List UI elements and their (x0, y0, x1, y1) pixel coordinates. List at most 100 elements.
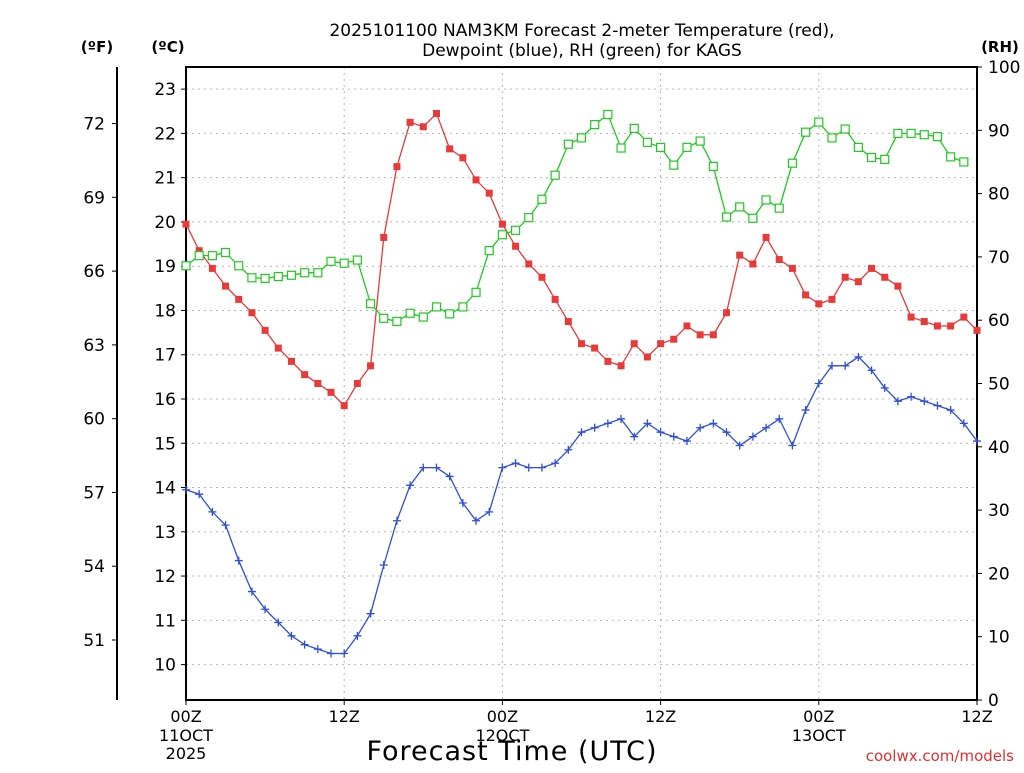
data-point (261, 326, 269, 334)
data-point (366, 609, 375, 618)
data-point (603, 419, 612, 428)
data-point (221, 521, 230, 530)
data-point (512, 242, 520, 250)
data-point (893, 128, 903, 139)
celsius-tick-label: 17 (154, 346, 176, 366)
data-point (220, 247, 231, 258)
data-point (419, 463, 428, 472)
data-point (578, 340, 585, 348)
data-point (392, 316, 402, 327)
data-point (287, 357, 295, 365)
data-point (801, 406, 810, 415)
data-point (340, 402, 348, 410)
celsius-tick-label: 15 (154, 434, 176, 454)
celsius-tick-label: 18 (154, 301, 176, 321)
data-point (960, 313, 968, 321)
rh-tick-label: 80 (988, 185, 1010, 205)
data-point (682, 142, 692, 152)
data-point (472, 516, 481, 525)
data-point (827, 361, 836, 370)
data-point (446, 145, 454, 153)
data-point (367, 362, 375, 370)
x-tick-label: 12Z (645, 707, 676, 726)
series-layer (181, 109, 981, 658)
data-point (537, 463, 546, 472)
celsius-tick-label: 12 (154, 567, 176, 587)
data-point (248, 309, 256, 317)
fahrenheit-tick-label: 66 (83, 262, 105, 282)
x-tick-label: 00Z (803, 707, 834, 726)
rh-tick-label: 10 (988, 628, 1010, 648)
data-point (300, 268, 310, 278)
celsius-tick-label: 16 (154, 390, 176, 410)
series-dewpoint (182, 352, 981, 658)
data-point (431, 302, 442, 312)
data-point (643, 419, 652, 428)
data-point (722, 428, 731, 437)
x-tick-date-label: 11OCT (159, 726, 213, 745)
data-point (787, 158, 798, 168)
celsius-tick-label: 21 (154, 169, 176, 189)
data-point (577, 428, 586, 437)
data-point (564, 445, 573, 454)
rh-tick-label: 0 (988, 691, 999, 711)
data-point (273, 271, 283, 282)
celsius-tick-label: 20 (154, 213, 176, 233)
data-point (748, 432, 757, 441)
data-point (458, 302, 468, 312)
data-point (286, 270, 297, 280)
data-point (182, 485, 190, 494)
data-point (194, 251, 204, 261)
fahrenheit-unit-label: (ºF) (81, 38, 113, 56)
fahrenheit-tick-label: 72 (83, 115, 105, 135)
data-point (827, 133, 837, 143)
data-point (973, 326, 981, 334)
celsius-tick-label: 10 (154, 656, 176, 676)
data-point (815, 300, 823, 308)
data-point (880, 383, 889, 392)
data-point (432, 463, 441, 472)
data-point (538, 273, 546, 281)
celsius-tick-label: 11 (154, 611, 176, 631)
x-tick-date-label: 12OCT (475, 726, 529, 745)
data-point (696, 423, 705, 432)
data-point (406, 481, 415, 490)
data-point (866, 152, 877, 163)
data-point (432, 109, 440, 117)
data-point (260, 273, 270, 284)
data-point (906, 128, 916, 139)
data-point (840, 124, 850, 134)
data-point (959, 157, 969, 167)
data-point (774, 203, 784, 213)
data-point (326, 256, 336, 266)
data-point (669, 160, 679, 170)
data-point (379, 313, 389, 323)
data-point (721, 212, 732, 222)
data-point (709, 419, 718, 428)
data-point (392, 516, 401, 525)
data-point (301, 371, 309, 379)
data-point (234, 556, 243, 565)
data-point (959, 419, 968, 428)
celsius-unit-label: (ºC) (151, 38, 184, 56)
data-point (379, 560, 388, 569)
series-rh (181, 109, 969, 327)
data-point (340, 649, 349, 658)
data-point (841, 273, 849, 281)
data-point (946, 406, 955, 415)
data-point (234, 261, 244, 271)
axes: 10 11 12 13 14 15 16 17 18 19 20 21 22 23 51 54 57 60 63 66… (83, 58, 1020, 711)
data-point (814, 379, 823, 388)
fahrenheit-tick-label: 63 (83, 336, 105, 356)
data-point (947, 322, 955, 330)
x-axis-title: Forecast Time (UTC) (366, 736, 657, 767)
data-point (748, 213, 758, 223)
data-point (313, 268, 323, 278)
data-point (313, 645, 322, 654)
data-point (642, 137, 653, 147)
data-point (419, 123, 427, 131)
data-point (380, 233, 388, 241)
data-point (208, 264, 216, 272)
data-point (604, 357, 612, 365)
celsius-tick-label: 19 (154, 257, 176, 277)
